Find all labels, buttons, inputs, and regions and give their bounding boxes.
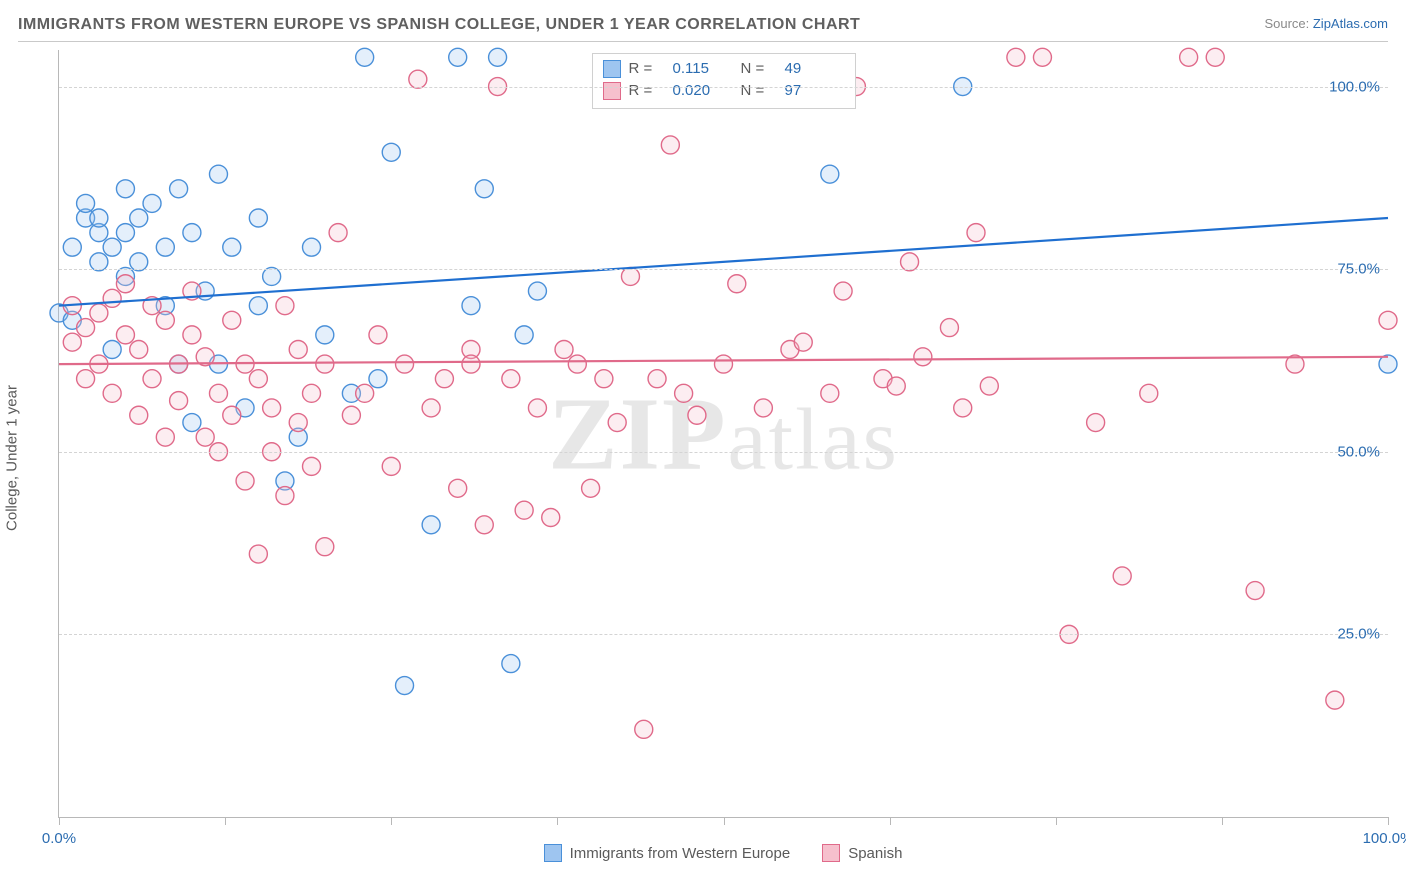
legend-row-we: R = 0.115 N = 49 bbox=[603, 58, 845, 80]
series-legend: Immigrants from Western Europe Spanish bbox=[58, 844, 1388, 862]
y-tick-label: 100.0% bbox=[1329, 78, 1380, 95]
x-tick bbox=[225, 817, 226, 825]
plot-area: ZIPatlas R = 0.115 N = 49 R = 0.020 N = … bbox=[58, 50, 1388, 818]
legend-n-label: N = bbox=[741, 80, 777, 102]
trend-line-sp bbox=[59, 357, 1388, 364]
legend-n-label: N = bbox=[741, 58, 777, 80]
legend-r-value-sp: 0.020 bbox=[673, 80, 733, 102]
plot-area-wrapper: College, Under 1 year ZIPatlas R = 0.115… bbox=[18, 50, 1388, 866]
legend-n-value-sp: 97 bbox=[785, 80, 845, 102]
x-tick bbox=[59, 817, 60, 825]
gridline-h bbox=[59, 634, 1388, 635]
x-tick bbox=[391, 817, 392, 825]
x-tick bbox=[557, 817, 558, 825]
legend-label-sp: Spanish bbox=[848, 845, 902, 862]
y-tick-label: 75.0% bbox=[1337, 261, 1380, 278]
legend-row-sp: R = 0.020 N = 97 bbox=[603, 80, 845, 102]
gridline-h bbox=[59, 87, 1388, 88]
source-link[interactable]: ZipAtlas.com bbox=[1313, 16, 1388, 31]
legend-r-value-we: 0.115 bbox=[673, 58, 733, 80]
trend-lines-layer bbox=[59, 50, 1388, 817]
y-tick-label: 25.0% bbox=[1337, 626, 1380, 643]
legend-item-sp: Spanish bbox=[822, 844, 902, 862]
legend-n-value-we: 49 bbox=[785, 58, 845, 80]
legend-r-label: R = bbox=[629, 80, 665, 102]
y-axis-label: College, Under 1 year bbox=[4, 385, 21, 531]
source-prefix: Source: bbox=[1264, 16, 1312, 31]
trend-line-we bbox=[59, 218, 1388, 306]
x-tick bbox=[724, 817, 725, 825]
x-tick bbox=[1388, 817, 1389, 825]
x-tick bbox=[1222, 817, 1223, 825]
chart-header: IMMIGRANTS FROM WESTERN EUROPE VS SPANIS… bbox=[18, 16, 1388, 42]
correlation-legend: R = 0.115 N = 49 R = 0.020 N = 97 bbox=[592, 53, 856, 109]
y-tick-label: 50.0% bbox=[1337, 443, 1380, 460]
legend-item-we: Immigrants from Western Europe bbox=[544, 844, 791, 862]
x-tick bbox=[1056, 817, 1057, 825]
gridline-h bbox=[59, 452, 1388, 453]
gridline-h bbox=[59, 269, 1388, 270]
legend-swatch-we bbox=[603, 60, 621, 78]
legend-label-we: Immigrants from Western Europe bbox=[570, 845, 791, 862]
legend-swatch-sp bbox=[822, 844, 840, 862]
legend-swatch-we bbox=[544, 844, 562, 862]
chart-title: IMMIGRANTS FROM WESTERN EUROPE VS SPANIS… bbox=[18, 16, 860, 34]
legend-r-label: R = bbox=[629, 58, 665, 80]
x-tick bbox=[890, 817, 891, 825]
legend-swatch-sp bbox=[603, 82, 621, 100]
chart-source: Source: ZipAtlas.com bbox=[1264, 16, 1388, 31]
